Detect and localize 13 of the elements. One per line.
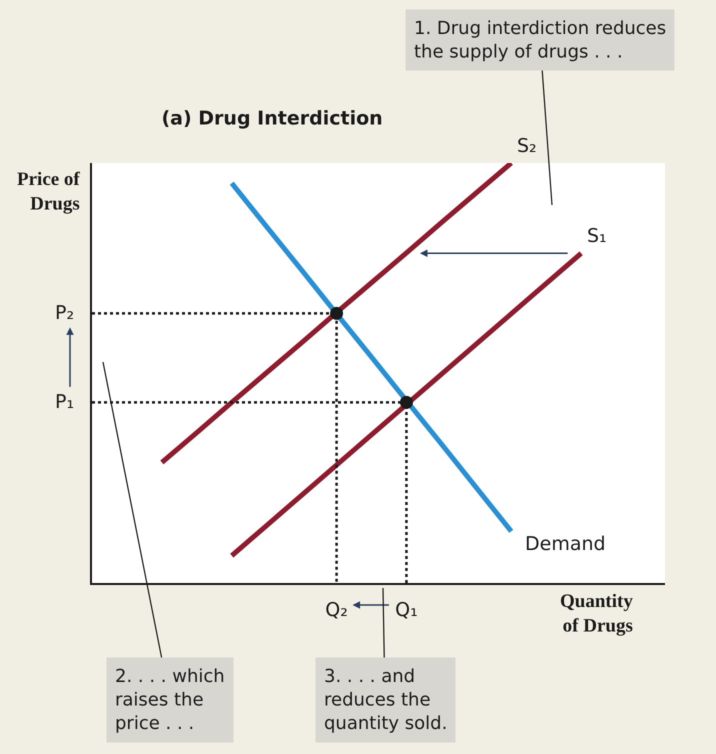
x-tick-label: Q₂ xyxy=(325,598,348,621)
text: 3. . . . and reduces the quantity sold. xyxy=(324,666,448,734)
chart-title: (a) Drug Interdiction xyxy=(161,108,383,130)
series-label: S₂ xyxy=(517,135,537,157)
x-tick-label: Q₁ xyxy=(395,598,418,621)
text: P₁ xyxy=(55,391,74,413)
series-label: S₁ xyxy=(587,225,607,247)
x-axis-title: Quantity of Drugs xyxy=(560,591,634,637)
text: 1. Drug interdiction reduces the supply of drugs . . . xyxy=(414,18,666,62)
text: 2. . . . which raises the price . . . xyxy=(115,666,225,734)
y-axis-title: Price of Drugs xyxy=(17,169,80,215)
series-label: Demand xyxy=(525,533,606,555)
text: P₂ xyxy=(55,302,74,324)
